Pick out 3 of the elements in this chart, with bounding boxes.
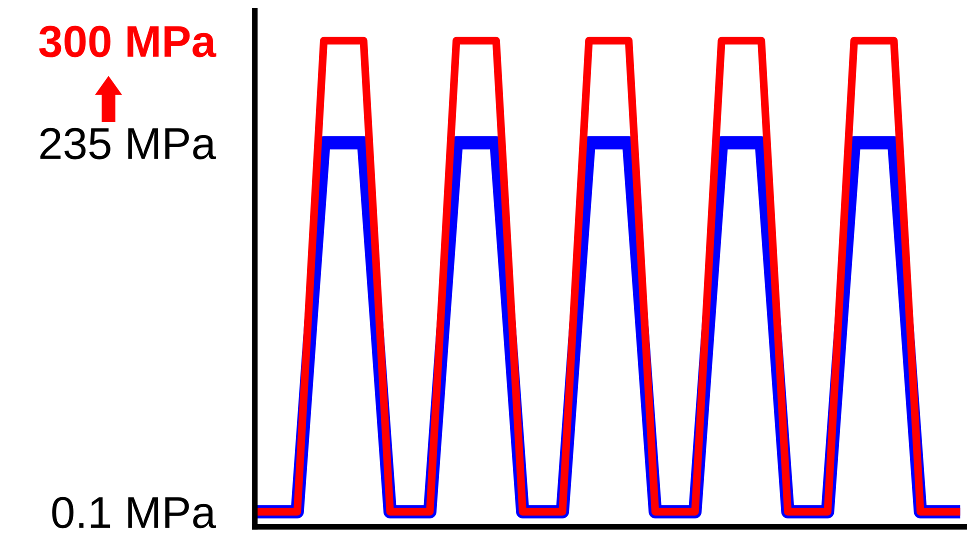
y-tick-label: 235 MPa xyxy=(40,128,216,160)
y-tick-label: 300 MPa xyxy=(39,26,216,58)
y-tick-label: 0.1 MPa xyxy=(52,496,216,528)
